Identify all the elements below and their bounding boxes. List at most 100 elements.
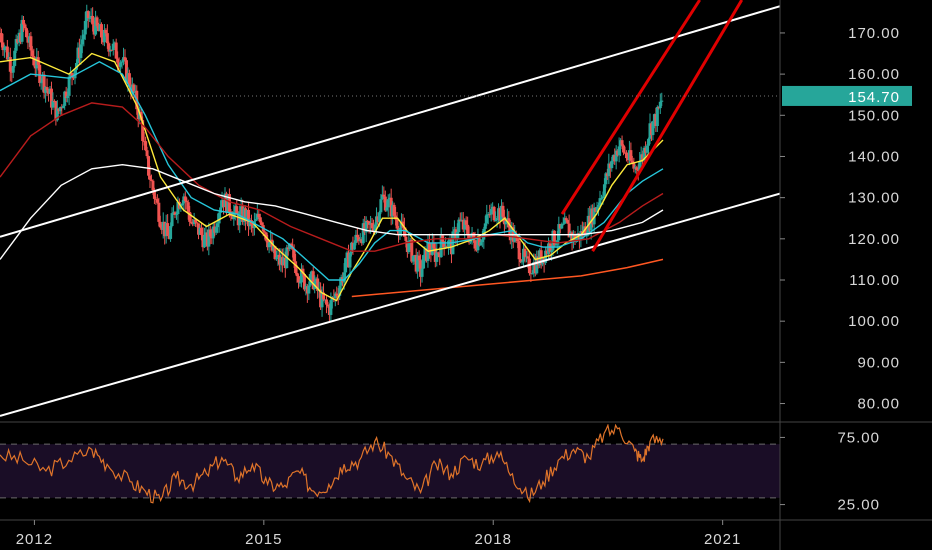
- candle-body: [185, 201, 189, 203]
- candle-body: [32, 56, 36, 66]
- candle-body: [208, 229, 212, 237]
- red-channel-line: [560, 0, 701, 215]
- candle-body: [479, 242, 483, 246]
- candle-body: [502, 216, 506, 225]
- candle-body: [105, 33, 109, 44]
- candle-body: [116, 58, 120, 63]
- candle-body: [430, 242, 434, 255]
- candle-body: [274, 257, 278, 259]
- price-tick-label: 80.00: [857, 396, 900, 413]
- candle-body: [247, 209, 251, 227]
- candle-body: [169, 226, 173, 239]
- candle-body: [80, 39, 84, 45]
- candle-body: [436, 252, 440, 254]
- price-tick-label: 110.00: [849, 272, 900, 289]
- candle-body: [383, 196, 387, 211]
- candle-body: [422, 255, 426, 269]
- candle-body: [170, 213, 174, 227]
- candle-body: [485, 214, 489, 224]
- candle-body: [517, 241, 521, 260]
- candle-body: [148, 175, 152, 180]
- candle-body: [322, 292, 326, 300]
- candle-body: [45, 87, 49, 91]
- candle-body: [614, 150, 618, 162]
- candle-body: [58, 107, 62, 112]
- candle-body: [260, 222, 264, 226]
- candle-body: [447, 240, 451, 247]
- candle-body: [5, 46, 9, 60]
- candle-body: [180, 203, 184, 206]
- candle-body: [194, 219, 198, 223]
- candle-body: [361, 223, 365, 244]
- candle-body: [151, 180, 155, 191]
- candle-body: [311, 271, 315, 290]
- candle-body: [520, 261, 524, 263]
- last-price-label: 154.70: [848, 89, 900, 106]
- rsi-band: [0, 444, 780, 498]
- candle-body: [655, 107, 659, 126]
- candle-body: [51, 100, 55, 108]
- candle-body: [382, 194, 386, 197]
- candle-body: [207, 229, 211, 247]
- time-tick-label: 2015: [245, 531, 282, 548]
- candle-body: [29, 36, 33, 51]
- candle-body: [344, 258, 348, 273]
- candle-body: [355, 234, 359, 238]
- price-panel: [0, 0, 780, 417]
- candle-body: [199, 227, 203, 235]
- candle-body: [566, 220, 570, 224]
- candle-body: [410, 240, 414, 262]
- candle-body: [120, 61, 124, 63]
- candle-body: [638, 161, 642, 171]
- candle-body: [302, 273, 306, 290]
- candle-body: [66, 95, 70, 99]
- candle-body: [270, 239, 274, 251]
- candle-body: [186, 202, 190, 212]
- candle-body: [477, 238, 481, 246]
- candle-body: [273, 246, 277, 259]
- candle-body: [597, 205, 601, 207]
- candle-body: [660, 100, 664, 102]
- candle-body: [147, 156, 151, 176]
- candle-body: [432, 242, 436, 249]
- candle-body: [144, 141, 148, 151]
- time-tick-label: 2021: [704, 531, 741, 548]
- candle-body: [298, 282, 302, 284]
- candle-body: [501, 205, 505, 217]
- candle-body: [417, 255, 421, 261]
- candle-body: [579, 231, 583, 241]
- candle-body: [320, 292, 324, 308]
- candle-body: [30, 50, 34, 57]
- candle-body: [216, 223, 220, 228]
- candle-body: [173, 212, 177, 215]
- candle-body: [8, 57, 12, 72]
- candle-body: [24, 28, 28, 38]
- time-tick-label: 2012: [16, 531, 53, 548]
- candle-body: [127, 73, 131, 87]
- candle-body: [504, 221, 508, 225]
- candle-body: [642, 147, 646, 161]
- candle-body: [70, 73, 74, 77]
- candle-body: [354, 234, 358, 244]
- candle-body: [329, 300, 333, 315]
- candle-body: [455, 231, 459, 240]
- candle-body: [0, 33, 3, 43]
- candle-body: [599, 198, 603, 200]
- candle-body: [38, 64, 42, 83]
- candle-body: [386, 199, 390, 208]
- white-trend-channel-line: [0, 192, 780, 417]
- rsi-tick-label: 25.00: [837, 497, 880, 514]
- candle-body: [254, 219, 258, 222]
- candle-body: [55, 108, 59, 121]
- candle-body: [530, 273, 534, 275]
- candle-body: [557, 224, 561, 241]
- candle-body: [141, 120, 145, 142]
- candle-body: [110, 49, 114, 51]
- candle-body: [301, 268, 305, 274]
- candle-body: [635, 167, 639, 170]
- candle-body: [624, 152, 628, 159]
- candle-body: [632, 162, 636, 169]
- candle-body: [263, 231, 267, 233]
- candle-body: [183, 196, 187, 202]
